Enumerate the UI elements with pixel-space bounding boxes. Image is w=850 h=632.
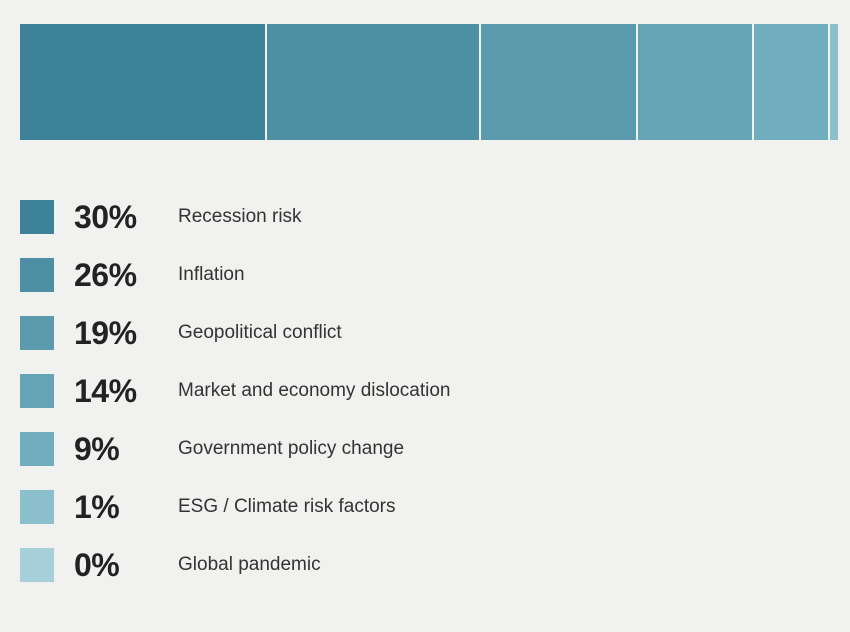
bar-segment-recession xyxy=(20,24,265,140)
legend-pct-inflation: 26% xyxy=(74,257,164,294)
legend-row-pandemic: 0% Global pandemic xyxy=(20,548,830,582)
stacked-bar xyxy=(20,24,828,140)
legend-label-pandemic: Global pandemic xyxy=(178,554,321,576)
legend-label-recession: Recession risk xyxy=(178,206,302,228)
legend-row-esg: 1% ESG / Climate risk factors xyxy=(20,490,830,524)
legend-pct-pandemic: 0% xyxy=(74,547,164,584)
legend-pct-geopolitical: 19% xyxy=(74,315,164,352)
legend-swatch-geopolitical xyxy=(20,316,54,350)
legend: 30% Recession risk 26% Inflation 19% Geopolit… xyxy=(20,200,830,582)
legend-swatch-dislocation xyxy=(20,374,54,408)
legend-row-recession: 30% Recession risk xyxy=(20,200,830,234)
legend-swatch-pandemic xyxy=(20,548,54,582)
legend-swatch-inflation xyxy=(20,258,54,292)
legend-label-policy: Government policy change xyxy=(178,438,404,460)
legend-label-esg: ESG / Climate risk factors xyxy=(178,496,396,518)
legend-label-dislocation: Market and economy dislocation xyxy=(178,380,450,402)
legend-pct-policy: 9% xyxy=(74,431,164,468)
legend-label-geopolitical: Geopolitical conflict xyxy=(178,322,342,344)
legend-label-inflation: Inflation xyxy=(178,264,245,286)
legend-row-policy: 9% Government policy change xyxy=(20,432,830,466)
bar-segment-inflation xyxy=(267,24,479,140)
bar-segment-dislocation xyxy=(638,24,752,140)
legend-row-dislocation: 14% Market and economy dislocation xyxy=(20,374,830,408)
bar-segment-esg xyxy=(830,24,838,140)
legend-pct-recession: 30% xyxy=(74,199,164,236)
legend-pct-dislocation: 14% xyxy=(74,373,164,410)
legend-row-inflation: 26% Inflation xyxy=(20,258,830,292)
bar-segment-policy xyxy=(754,24,827,140)
legend-swatch-recession xyxy=(20,200,54,234)
legend-swatch-esg xyxy=(20,490,54,524)
bar-segment-geopolitical xyxy=(481,24,636,140)
legend-pct-esg: 1% xyxy=(74,489,164,526)
legend-row-geopolitical: 19% Geopolitical conflict xyxy=(20,316,830,350)
legend-swatch-policy xyxy=(20,432,54,466)
